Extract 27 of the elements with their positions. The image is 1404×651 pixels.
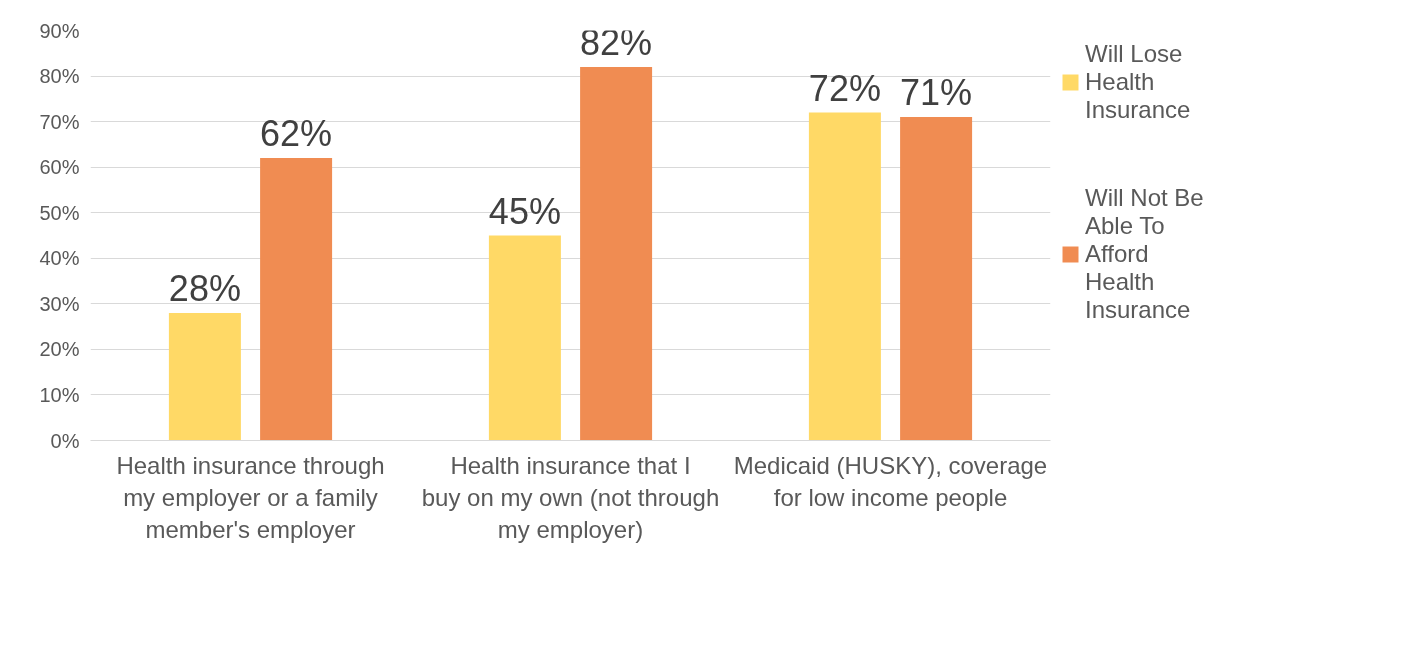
bar <box>580 66 653 441</box>
bar <box>808 112 881 441</box>
x-tick-label: Health insurance that I buy on my own (not through my employer) <box>421 451 720 544</box>
data-label: 71% <box>900 72 973 114</box>
y-tick-label: 60% <box>39 156 80 179</box>
bar <box>488 235 561 441</box>
y-tick-label: 90% <box>39 19 80 42</box>
y-tick-label: 20% <box>39 338 80 361</box>
y-tick-label: 70% <box>39 110 80 133</box>
data-label: 45% <box>488 190 561 232</box>
data-label: 82% <box>580 21 653 63</box>
data-label: 28% <box>168 267 241 309</box>
y-tick-label: 0% <box>50 429 80 452</box>
data-label: 72% <box>808 67 881 109</box>
x-tick-label: Health insurance through my employer or a family member's employer <box>116 451 385 544</box>
bar <box>900 117 973 441</box>
y-tick-label: 80% <box>39 65 80 88</box>
y-tick-label: 50% <box>39 201 80 224</box>
y-tick-label: 10% <box>39 383 80 406</box>
y-tick-label: 40% <box>39 247 80 270</box>
x-tick-label: Medicaid (HUSKY), coverage for low income people <box>733 451 1048 511</box>
legend-label: Will Not Be Able To Afford Health Insurance <box>1085 184 1204 324</box>
data-label: 62% <box>260 113 333 155</box>
bar <box>260 158 333 441</box>
bar <box>168 312 241 441</box>
y-tick-label: 30% <box>39 292 80 315</box>
legend-label: Will Lose Health Insurance <box>1085 40 1191 124</box>
